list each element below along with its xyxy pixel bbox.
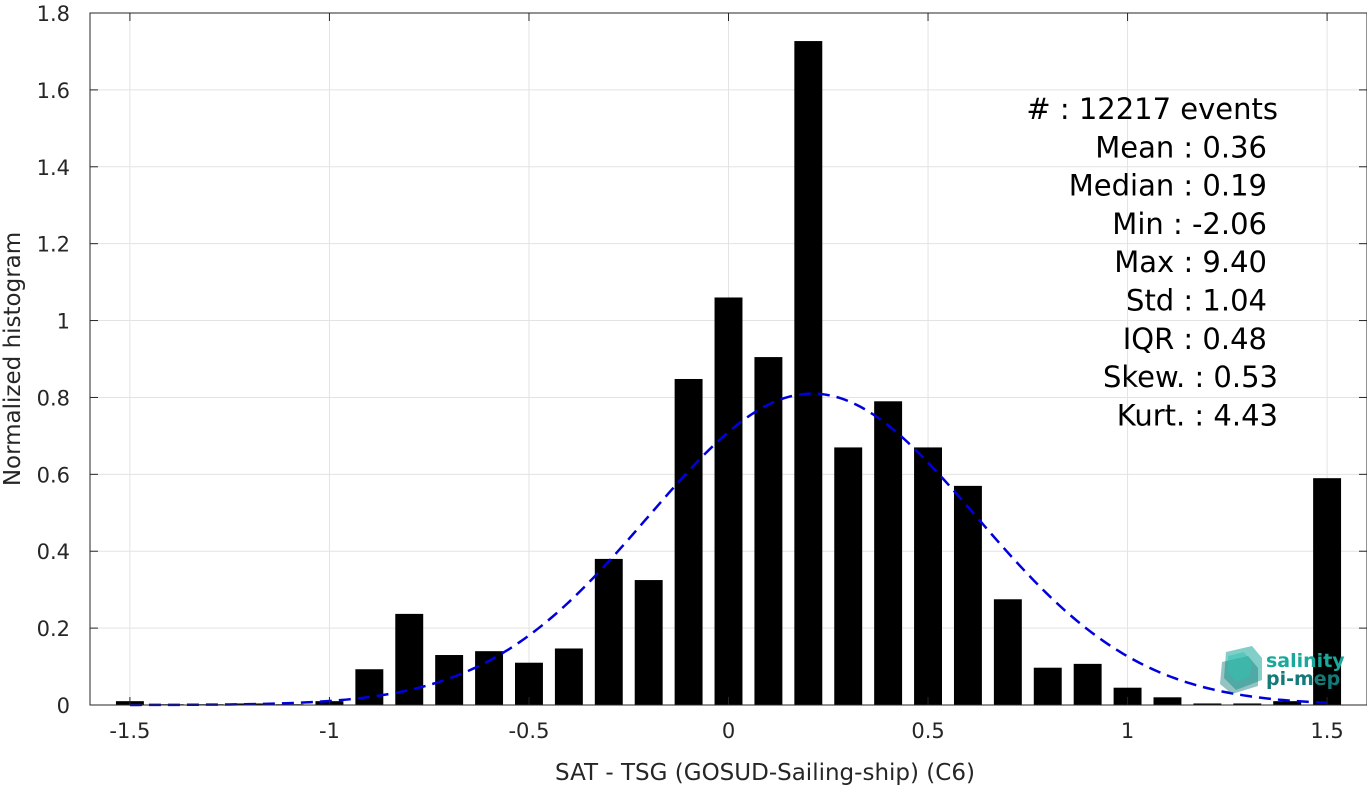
y-tick-label: 0 (57, 694, 70, 718)
histogram-bar (953, 485, 982, 705)
histogram-bar (1273, 701, 1302, 705)
histogram-bar (1313, 478, 1342, 705)
histogram-bar (794, 41, 823, 705)
logo-text-pimep: pi-mep (1266, 668, 1340, 690)
histogram-bar (395, 613, 424, 705)
y-axis-label: Normalized histogram (0, 232, 26, 486)
stat-line: Skew. : 0.53 (1103, 360, 1278, 394)
bars (115, 41, 1342, 705)
salinity-pimep-logo: salinity pi-mep (1220, 646, 1345, 694)
x-tick-label: -1 (319, 719, 340, 743)
x-axis-label: SAT - TSG (GOSUD-Sailing-ship) (C6) (555, 760, 975, 786)
y-axis-ticks: 0 0.2 0.4 0.6 0.8 1 1.2 1.4 1.6 1.8 (37, 2, 1367, 718)
y-tick-label: 0.8 (37, 386, 70, 410)
histogram-bar (355, 669, 384, 705)
histogram-bar (634, 580, 663, 705)
y-tick-label: 0.4 (37, 540, 70, 564)
y-tick-label: 0.2 (37, 617, 70, 641)
y-tick-label: 1.6 (37, 79, 70, 103)
histogram-bar (1233, 703, 1262, 705)
y-tick-label: 1 (57, 310, 70, 334)
x-tick-label: 1.5 (1310, 719, 1343, 743)
y-tick-label: 0.6 (37, 463, 70, 487)
histogram-bar (1073, 663, 1102, 705)
histogram-bar (475, 651, 504, 705)
stat-line: Kurt. : 4.43 (1117, 398, 1278, 432)
histogram-bar (594, 558, 623, 705)
x-axis-ticks: -1.5 -1 -0.5 0 0.5 1 1.5 (109, 13, 1344, 743)
x-tick-label: 0.5 (911, 719, 944, 743)
statistics-annotation: # : 12217 events Mean : 0.36 Median : 0.19… (1026, 92, 1278, 432)
histogram-bar (674, 378, 703, 705)
histogram-bar (874, 401, 903, 705)
x-tick-label: 0 (722, 719, 735, 743)
logo-mark-icon (1220, 646, 1262, 694)
y-tick-label: 1.8 (37, 2, 70, 26)
histogram-bar (754, 357, 783, 705)
histogram-bar (1113, 687, 1142, 705)
logo-text-salinity: salinity (1266, 650, 1345, 672)
histogram-bar (993, 599, 1022, 705)
histogram-bar (1193, 703, 1222, 705)
stat-line: Std : 1.04 (1126, 284, 1267, 318)
histogram-bar (714, 297, 743, 705)
stat-line: Min : -2.06 (1112, 207, 1267, 241)
histogram-bar (1153, 697, 1182, 705)
histogram-bar (834, 447, 863, 705)
stat-line: Mean : 0.36 (1095, 130, 1267, 164)
x-tick-label: -1.5 (109, 719, 150, 743)
stat-line: Max : 9.40 (1114, 245, 1267, 279)
x-tick-label: 1 (1121, 719, 1134, 743)
x-tick-label: -0.5 (508, 719, 549, 743)
y-tick-label: 1.2 (37, 233, 70, 257)
histogram-bar (914, 447, 942, 705)
y-tick-label: 1.4 (37, 156, 70, 180)
histogram-bar (435, 655, 464, 705)
stat-line: # : 12217 events (1026, 92, 1278, 126)
stat-line: IQR : 0.48 (1123, 322, 1267, 356)
histogram-bar (554, 648, 583, 705)
histogram-bar (1033, 667, 1062, 705)
stat-line: Median : 0.19 (1069, 169, 1267, 203)
